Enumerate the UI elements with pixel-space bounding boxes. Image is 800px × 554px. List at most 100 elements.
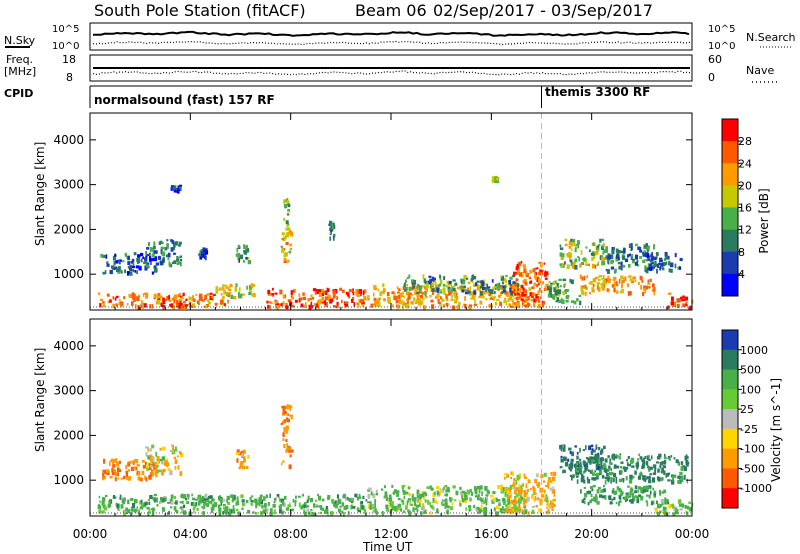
data-cell — [321, 499, 324, 502]
nave-tick-bottom: 0 — [708, 71, 715, 84]
data-cell — [668, 504, 672, 509]
data-cell — [154, 267, 157, 271]
data-cell — [153, 499, 156, 503]
data-cell — [622, 280, 625, 283]
data-cell — [200, 249, 204, 252]
data-cell — [562, 278, 566, 282]
data-cell — [596, 489, 600, 494]
data-cell — [423, 509, 427, 514]
data-cell — [240, 450, 244, 454]
data-cell — [397, 291, 400, 294]
data-cell — [114, 266, 118, 270]
data-cell — [600, 466, 603, 469]
data-cell — [136, 261, 140, 264]
data-cell — [329, 231, 332, 235]
data-cell — [330, 225, 333, 230]
data-cell — [519, 288, 522, 293]
data-cell — [416, 294, 420, 298]
data-cell — [165, 254, 168, 258]
data-cell — [106, 469, 110, 473]
data-cell — [575, 468, 579, 473]
data-cell — [111, 458, 115, 463]
data-cell — [679, 508, 683, 511]
data-cell — [285, 302, 288, 306]
data-cell — [434, 280, 437, 285]
data-cell — [642, 286, 646, 291]
data-cell — [181, 305, 184, 309]
data-cell — [234, 286, 237, 292]
data-cell — [579, 465, 582, 469]
data-cell — [121, 498, 125, 504]
data-cell — [137, 255, 141, 260]
data-cell — [167, 257, 170, 261]
data-cell — [659, 462, 662, 466]
data-cell — [657, 511, 660, 516]
data-cell — [653, 244, 655, 247]
data-cell — [541, 272, 544, 276]
data-cell — [615, 256, 619, 262]
data-cell — [500, 275, 504, 278]
data-cell — [607, 253, 611, 256]
data-cell — [263, 496, 266, 501]
data-cell — [292, 498, 295, 503]
data-cell — [569, 259, 573, 263]
data-cell — [161, 251, 165, 257]
data-cell — [621, 288, 624, 294]
data-cell — [116, 504, 119, 509]
data-cell — [601, 285, 604, 289]
data-cell — [187, 303, 191, 306]
data-cell — [518, 490, 522, 495]
data-cell — [453, 294, 457, 299]
data-cell — [493, 295, 496, 299]
data-cell — [549, 500, 552, 505]
data-cell — [362, 495, 365, 500]
data-cell — [400, 507, 403, 512]
data-cell — [363, 289, 367, 294]
data-cell — [424, 493, 428, 497]
data-cell — [126, 256, 129, 260]
data-cell — [360, 292, 362, 297]
data-cell — [247, 257, 250, 260]
data-cell — [584, 285, 587, 288]
data-cell — [130, 506, 134, 512]
data-cell — [424, 280, 427, 285]
data-cell — [677, 266, 680, 270]
data-cell — [245, 245, 248, 250]
data-cell — [431, 288, 435, 292]
data-cell — [436, 509, 439, 514]
data-cell — [220, 502, 223, 506]
data-cell — [623, 496, 627, 501]
data-cell — [574, 258, 578, 262]
data-cell — [685, 301, 688, 306]
data-cell — [613, 492, 617, 496]
data-cell — [114, 496, 117, 499]
data-cell — [618, 502, 620, 507]
data-cell — [468, 505, 472, 508]
data-cell — [136, 296, 140, 301]
data-cell — [607, 275, 610, 279]
data-cell — [674, 509, 678, 513]
data-cell — [681, 503, 685, 508]
data-cell — [289, 243, 292, 247]
data-cell — [583, 275, 586, 281]
data-cell — [423, 491, 427, 495]
data-cell — [664, 465, 666, 469]
data-cell — [283, 252, 287, 258]
data-cell — [418, 493, 423, 499]
data-cell — [508, 509, 512, 513]
data-cell — [518, 272, 522, 277]
data-cell — [119, 261, 121, 265]
data-cell — [591, 289, 595, 293]
data-cell — [602, 476, 605, 479]
data-cell — [148, 462, 151, 467]
data-cell — [568, 241, 572, 246]
data-cell — [282, 412, 286, 416]
data-cell — [512, 298, 514, 304]
power-colorbar-label: Power [dB] — [757, 188, 771, 253]
data-cell — [290, 416, 293, 420]
data-cell — [291, 297, 295, 300]
data-cell — [329, 236, 331, 241]
data-cell — [628, 499, 633, 503]
data-cell — [620, 261, 623, 266]
